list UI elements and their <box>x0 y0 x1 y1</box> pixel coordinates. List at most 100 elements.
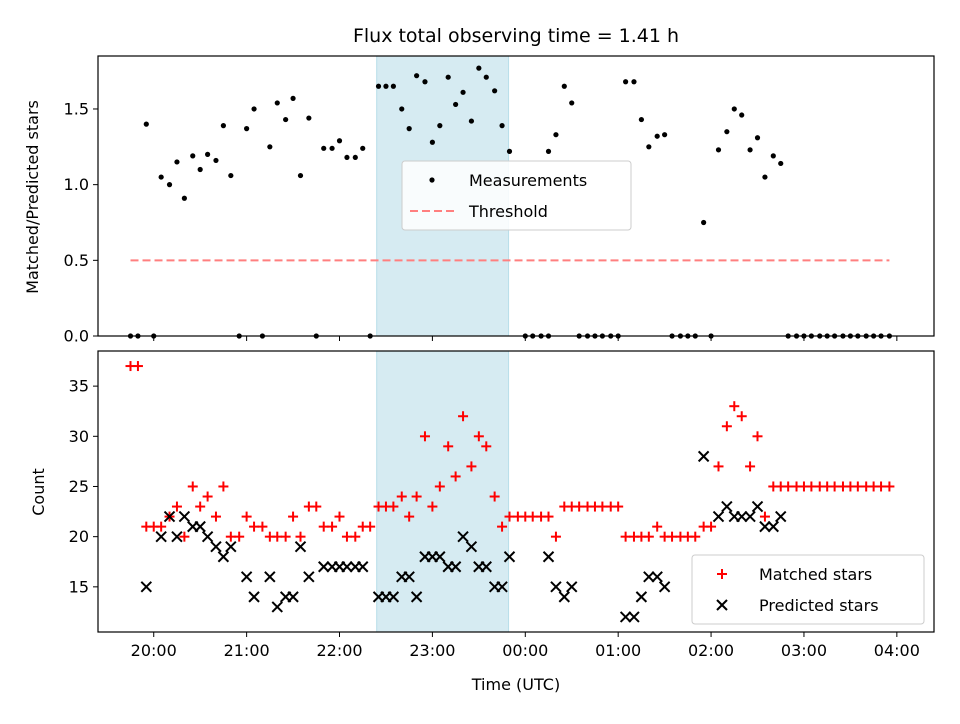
matched-stars-point <box>249 521 260 532</box>
measurement-point <box>329 145 335 151</box>
matched-stars-point <box>690 531 701 542</box>
predicted-stars-point <box>449 561 462 573</box>
predicted-stars-point <box>658 581 671 593</box>
measurement-point <box>545 148 552 154</box>
measurement-point <box>399 106 405 112</box>
matched-stars-point <box>318 521 329 532</box>
legend-label: Measurements <box>469 171 587 190</box>
x-b <box>403 571 415 583</box>
x-b <box>643 571 655 583</box>
x-b <box>387 591 400 603</box>
measurement-point <box>553 132 559 138</box>
bottom-panel-legend: Matched stars Predicted stars <box>691 554 925 625</box>
x-b <box>457 530 469 543</box>
matched-stars-point <box>225 531 236 542</box>
shaded-region <box>376 350 510 633</box>
predicted-stars-point <box>480 561 492 573</box>
x-b <box>303 571 315 583</box>
measurement-point <box>321 145 327 151</box>
measurement-point <box>623 79 629 85</box>
measurement-point <box>561 83 567 89</box>
predicted-stars-point <box>287 591 299 603</box>
measurement-point <box>499 123 505 129</box>
measurement-point <box>244 126 250 132</box>
measurement-point <box>453 101 459 108</box>
predicted-stars-point <box>163 510 176 523</box>
predicted-stars-point <box>550 581 562 593</box>
x-b <box>155 530 167 543</box>
matched-stars-point <box>884 481 895 492</box>
predicted-stars-point <box>194 520 206 533</box>
measurement-point <box>754 135 761 141</box>
y-tick-label: 1.5 <box>64 99 89 118</box>
matched-stars-point <box>396 491 407 502</box>
predicted-stars-point <box>721 500 733 513</box>
matched-stars-point <box>350 531 361 542</box>
predicted-stars-point <box>264 571 276 583</box>
measurement-point <box>344 154 350 161</box>
measurement-point <box>297 172 304 179</box>
x-tick-label: 23:00 <box>409 641 455 660</box>
matched-stars-point <box>411 491 422 502</box>
matched-stars-point <box>132 361 143 372</box>
matched-stars-point <box>241 511 252 522</box>
matched-stars-point <box>179 531 190 542</box>
x-b <box>201 530 214 543</box>
matched-stars-point <box>404 511 415 522</box>
y-tick-label: 35 <box>69 377 89 396</box>
y-tick-label: 1.0 <box>64 175 89 194</box>
matched-stars-point <box>341 531 352 542</box>
predicted-stars-point <box>225 540 237 553</box>
predicted-stars-point <box>248 591 260 603</box>
x-b <box>264 571 276 583</box>
legend-measurements-swatch <box>429 177 435 183</box>
matched-stars-point <box>721 421 732 432</box>
measurement-point <box>460 89 466 95</box>
predicted-stars-point <box>318 561 330 573</box>
predicted-stars-point <box>496 581 508 593</box>
matched-stars-point <box>171 501 182 512</box>
x-b <box>480 561 492 573</box>
x-b <box>194 520 206 533</box>
predicted-stars-point <box>457 530 469 543</box>
matched-stars-point <box>543 511 554 522</box>
x-tick-label: 02:00 <box>688 641 734 660</box>
matched-stars-point <box>156 521 167 532</box>
measurement-point <box>143 121 149 127</box>
measurement-point <box>383 83 389 89</box>
x-b <box>449 561 462 573</box>
measurement-point <box>445 74 451 80</box>
measurement-point <box>190 153 196 159</box>
matched-stars-point <box>187 481 198 492</box>
matched-stars-point <box>806 481 817 492</box>
predicted-stars-point <box>767 520 780 533</box>
x-b <box>357 561 369 573</box>
predicted-stars-point <box>171 530 183 543</box>
top-panel: Flux total observing time = 1.41 h Match… <box>23 25 935 346</box>
matched-stars-point <box>736 411 747 422</box>
matched-stars-point <box>311 501 322 512</box>
matched-stars-point <box>210 511 221 522</box>
x-b <box>163 510 176 523</box>
predicted-stars-point <box>566 581 578 593</box>
top-panel-title: Flux total observing time = 1.41 h <box>353 25 679 47</box>
x-b <box>341 561 353 573</box>
x-b <box>651 571 663 583</box>
x-b <box>171 530 183 543</box>
x-b <box>759 520 771 533</box>
matched-stars-point <box>852 481 863 492</box>
x-b <box>619 611 632 623</box>
predicted-stars-point <box>643 571 655 583</box>
matched-stars-point <box>745 461 756 472</box>
x-b <box>635 591 648 603</box>
matched-stars-point <box>434 481 445 492</box>
x-b <box>210 540 222 553</box>
matched-stars-point <box>257 521 268 532</box>
legend-label: Matched stars <box>759 565 872 584</box>
matched-stars-point <box>202 491 213 502</box>
measurement-point <box>506 148 513 154</box>
measurement-point <box>701 219 707 226</box>
x-b <box>751 500 764 513</box>
x-b <box>434 551 446 563</box>
